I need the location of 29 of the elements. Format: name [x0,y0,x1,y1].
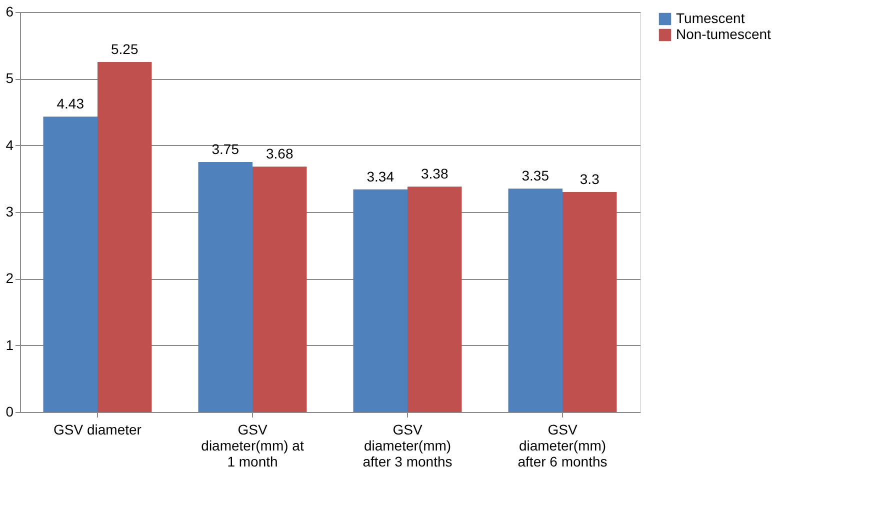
y-tick-label: 2 [6,270,14,286]
y-tick-label: 6 [6,4,14,20]
bar [353,189,408,412]
bar [562,192,617,412]
y-tick-label: 3 [6,204,14,220]
data-label: 5.25 [111,41,138,57]
bar [198,162,252,412]
y-tick-label: 5 [6,70,14,86]
legend-label: Tumescent [676,10,745,26]
x-tick-label: GSV diameter [54,422,142,438]
data-label: 3.35 [522,168,550,184]
legend-label: Non-tumescent [676,26,772,42]
y-tick-label: 1 [6,336,14,353]
data-label: 3.38 [421,166,448,182]
bar [43,116,98,412]
bar [408,186,462,412]
data-label: 3.3 [580,171,600,187]
y-tick-label: 0 [6,404,14,420]
y-tick-label: 4 [6,136,14,153]
x-tick-label: GSV diameter(mm) at 1 month [201,422,304,470]
x-tick-label: GSV diameter(mm) after 6 months [518,422,608,470]
bar [508,188,562,412]
bar [252,166,307,412]
data-label: 4.43 [56,96,84,112]
x-tick-label: GSV diameter(mm) after 3 months [362,422,452,470]
bar [98,62,152,412]
data-label: 3.68 [266,146,294,162]
data-label: 3.75 [212,141,240,157]
data-label: 3.34 [366,168,394,184]
